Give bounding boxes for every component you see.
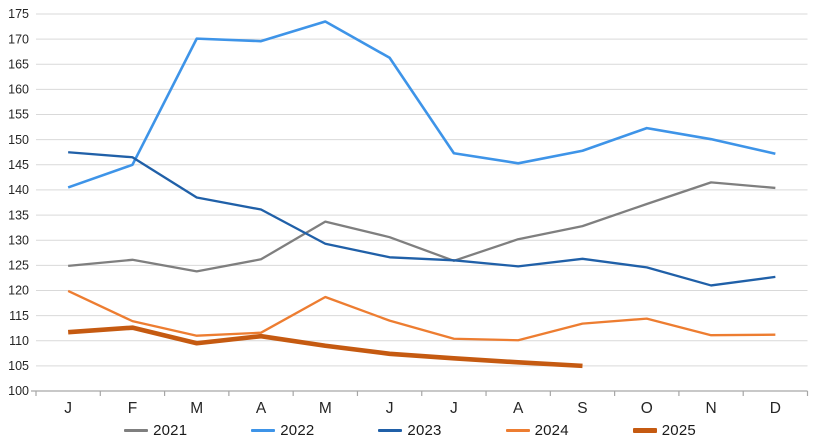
x-axis-label: M — [319, 400, 332, 417]
y-axis-label: 140 — [8, 183, 29, 197]
legend-swatch-2025 — [632, 427, 657, 433]
x-axis-label: A — [256, 400, 267, 417]
y-axis-label: 135 — [8, 208, 29, 222]
x-axis-label: D — [770, 400, 781, 417]
series-line-2022 — [67, 20, 776, 189]
y-axis-label: 115 — [9, 309, 29, 323]
x-axis-label: J — [386, 400, 394, 417]
x-axis-label: O — [641, 400, 653, 417]
legend-item-2022: 2022 — [251, 422, 314, 439]
y-axis-label: 170 — [8, 32, 29, 46]
y-axis-label: 100 — [8, 384, 29, 398]
x-axis-label: J — [64, 400, 72, 417]
x-axis-label: S — [577, 400, 587, 417]
y-axis-label: 150 — [8, 133, 29, 147]
y-axis-label: 125 — [8, 259, 29, 273]
legend-item-2025: 2025 — [632, 421, 696, 439]
y-axis-label: 120 — [8, 284, 29, 298]
y-axis-label: 145 — [8, 158, 29, 172]
legend-label: 2022 — [280, 421, 315, 439]
legend-item-2024: 2024 — [505, 421, 569, 439]
series-line-2021 — [68, 181, 776, 273]
x-axis-label: N — [705, 400, 716, 417]
y-axis-label: 155 — [8, 108, 29, 122]
legend-swatch-2023 — [378, 428, 403, 432]
x-axis-label: J — [450, 400, 458, 417]
y-axis-label: 165 — [8, 57, 29, 71]
series-line-2023 — [68, 151, 776, 287]
y-axis-label: 175 — [8, 7, 29, 21]
y-axis-label: 105 — [8, 359, 29, 373]
series-line-2024 — [67, 289, 776, 342]
legend-label: 2021 — [153, 421, 188, 439]
legend-item-2021: 2021 — [124, 422, 187, 439]
legend-label: 2024 — [534, 421, 569, 439]
chart-legend: 2021 2022 2023 2024 2025 — [0, 416, 820, 444]
legend-label: 2025 — [661, 421, 696, 439]
legend-swatch-2021 — [124, 428, 149, 432]
y-axis-label: 110 — [9, 334, 29, 348]
x-axis-label: A — [513, 400, 524, 417]
legend-item-2023: 2023 — [378, 422, 441, 439]
series-line-2025 — [67, 325, 583, 369]
y-axis-label: 160 — [8, 83, 29, 97]
legend-swatch-2024 — [505, 428, 530, 432]
x-axis-label: M — [190, 400, 203, 417]
y-axis-label: 130 — [8, 233, 29, 247]
legend-label: 2023 — [407, 421, 442, 439]
x-axis-label: F — [128, 400, 137, 417]
legend-swatch-2022 — [251, 428, 276, 432]
